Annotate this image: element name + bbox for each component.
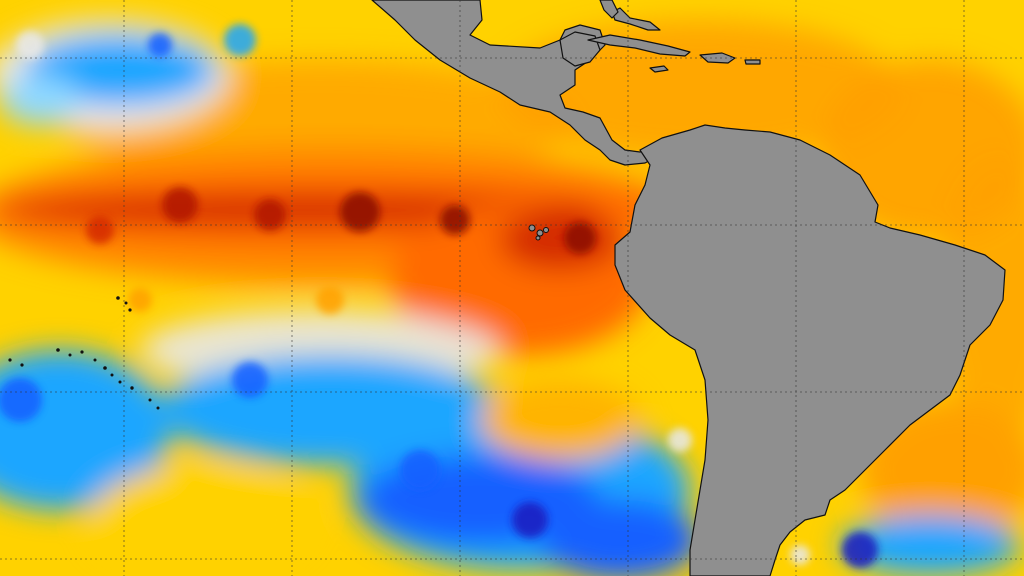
southeast-cool-pocket [540, 500, 700, 576]
puerto-rico [744, 59, 761, 65]
subtropical-yellow-patch [480, 380, 640, 460]
peru-coast-warm [500, 210, 620, 270]
south-america [614, 124, 1006, 576]
south-pacific-yellow-patch [90, 465, 310, 575]
florida [599, 0, 619, 19]
south-pacific-islands [8, 296, 160, 410]
anomaly-texture [0, 24, 878, 568]
galapagos-islands [528, 224, 549, 241]
south-atlantic-warm [860, 400, 1024, 540]
south-atlantic-cool [840, 515, 1020, 575]
hispaniola [699, 52, 736, 64]
south-pacific-cool-west [0, 350, 170, 510]
northwest-cool-edge [0, 75, 80, 125]
cuba [587, 34, 691, 57]
land [371, 0, 1006, 576]
bahamas [611, 7, 661, 31]
jamaica [649, 65, 669, 73]
